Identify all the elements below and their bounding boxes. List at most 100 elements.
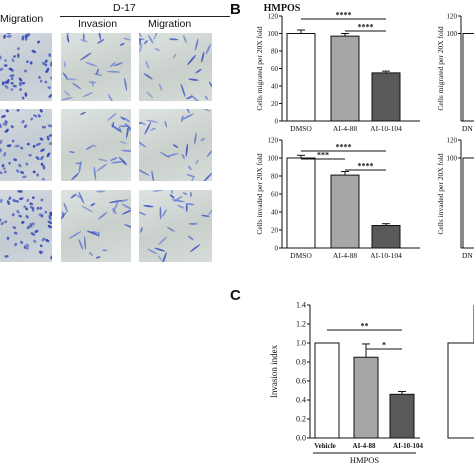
stained-cell [85, 145, 93, 150]
stained-cell [0, 198, 3, 203]
stained-cell [97, 158, 108, 162]
stained-cell [47, 220, 52, 225]
stained-cell [97, 211, 108, 220]
stained-cell [21, 81, 26, 85]
bar [330, 174, 360, 249]
micro-image [139, 33, 212, 101]
group-label: HMPOS [350, 455, 380, 465]
stained-cell [124, 77, 128, 91]
micro-image [139, 190, 212, 262]
stained-cell [148, 34, 154, 44]
stained-cell [185, 143, 189, 157]
stained-cell [154, 47, 161, 52]
stained-cell [31, 49, 35, 53]
stained-cell [79, 52, 92, 61]
stained-cell [50, 76, 52, 80]
stained-cell [10, 125, 14, 129]
stained-cell [181, 113, 194, 121]
stained-cell [18, 164, 22, 168]
stained-cell [181, 153, 185, 160]
stained-cell [32, 196, 35, 200]
stained-cell [46, 152, 51, 158]
stained-cell [4, 220, 8, 224]
stained-cell [61, 97, 73, 101]
stained-cell [91, 144, 97, 148]
stained-cell [4, 84, 9, 89]
stained-cell [41, 177, 45, 181]
panel-letter-c: C [230, 287, 241, 304]
stained-cell [157, 236, 168, 246]
stained-cell [200, 138, 205, 142]
stained-cell [25, 207, 29, 211]
x-tick-label-cut: DN [462, 124, 473, 133]
stained-cell [6, 200, 11, 205]
stained-cell [145, 60, 150, 70]
header-migration-left: Migration [0, 13, 44, 25]
stained-cell [63, 202, 68, 213]
x-tick-label-cut: DN [462, 251, 473, 260]
stained-cell [89, 252, 93, 256]
stained-cell [157, 255, 163, 262]
stained-cell [166, 226, 175, 232]
x-tick-label: AI-4-88 [333, 124, 357, 133]
stained-cell [154, 247, 166, 252]
y-tick-label: 0 [275, 118, 279, 126]
stained-cell [24, 69, 27, 73]
stained-cell [151, 170, 155, 181]
stained-cell [10, 81, 14, 85]
stained-cell [16, 169, 20, 173]
y-tick-label: 120 [268, 137, 279, 145]
stained-cell [164, 120, 168, 128]
stained-cell [16, 55, 20, 59]
stained-cell [49, 217, 52, 221]
stained-cell [2, 167, 6, 170]
stained-cell [0, 55, 2, 60]
stained-cell [168, 38, 179, 41]
stained-cell [47, 124, 52, 128]
stained-cell [38, 76, 41, 79]
stained-cell [14, 144, 20, 148]
stained-cell [39, 251, 43, 255]
y-tick-label: 0.2 [296, 415, 306, 424]
stained-cell [185, 109, 190, 114]
stained-cell [34, 229, 39, 233]
y-tick-label: 1.4 [296, 301, 306, 310]
stained-cell [1, 164, 5, 168]
stained-cell [23, 205, 26, 208]
y-tick-label: 40 [271, 209, 279, 217]
stained-cell [96, 163, 108, 172]
stained-cell [12, 84, 17, 88]
stained-cell [30, 117, 34, 121]
header-underline [60, 16, 230, 17]
stained-cell [30, 232, 36, 236]
stained-cell [1, 81, 5, 86]
y-tick-label: 1.0 [296, 339, 306, 348]
stained-cell [169, 194, 175, 199]
stained-cell [120, 116, 126, 121]
header-invasion: Invasion [78, 18, 118, 30]
stained-cell [48, 53, 52, 57]
stained-cell [72, 82, 82, 90]
stained-cell [144, 122, 152, 135]
stained-cell [78, 160, 82, 174]
stained-cell [38, 213, 44, 217]
stained-cell [46, 135, 50, 141]
stained-cell [12, 199, 18, 203]
stained-cell [106, 70, 121, 73]
stained-cell [139, 211, 147, 216]
y-tick-label: 60 [271, 65, 279, 73]
stained-cell [190, 94, 201, 101]
stained-cell [139, 168, 150, 176]
stained-cell [81, 205, 94, 213]
stained-cell [71, 172, 79, 181]
stained-cell [200, 109, 211, 112]
stained-cell [48, 134, 52, 137]
stained-cell [26, 142, 30, 146]
stained-cell [202, 172, 212, 181]
stained-cell [92, 231, 98, 234]
y-tick-label: 80 [271, 173, 279, 181]
stained-cell [20, 146, 24, 150]
stained-cell [124, 224, 131, 230]
stained-cell [35, 142, 41, 146]
stained-cell [118, 156, 127, 165]
